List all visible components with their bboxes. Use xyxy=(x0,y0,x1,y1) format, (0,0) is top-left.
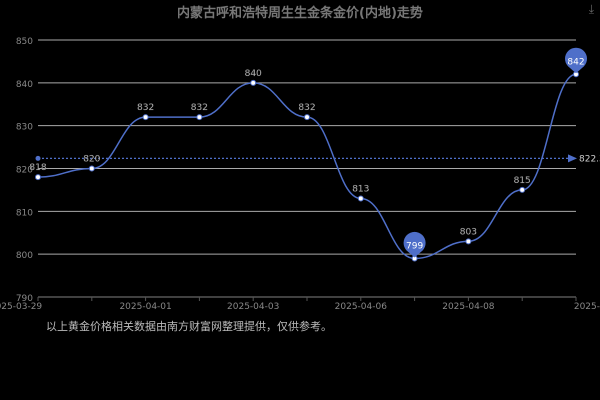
data-label: 818 xyxy=(29,163,46,173)
data-point xyxy=(88,165,95,172)
average-line-start xyxy=(35,155,41,161)
x-tick-label: 2025-04-06 xyxy=(335,302,388,312)
data-label: 820 xyxy=(83,155,100,165)
max-marker-pin xyxy=(565,47,587,74)
y-tick-label: 850 xyxy=(16,37,33,47)
data-point xyxy=(357,195,364,202)
data-label: 832 xyxy=(137,103,154,113)
data-point xyxy=(304,114,310,121)
min-marker-pin xyxy=(403,231,426,258)
min-marker-label: 799 xyxy=(406,241,423,251)
y-tick-label: 790 xyxy=(16,294,33,304)
y-tick-label: 800 xyxy=(16,251,33,261)
y-tick-label: 820 xyxy=(16,166,33,176)
data-point xyxy=(196,114,203,121)
source-note: 以上黄金价格相关数据由南方财富网整理提供，仅供参考。 xyxy=(46,320,332,333)
x-tick-label: 2025-03-29 xyxy=(0,302,42,312)
series-line xyxy=(37,73,577,260)
x-tick-label: 2025-04-08 xyxy=(442,302,495,312)
data-point xyxy=(519,186,526,193)
data-label: 832 xyxy=(191,103,208,113)
data-label: 803 xyxy=(460,227,477,237)
data-label: 840 xyxy=(245,69,262,79)
data-point xyxy=(142,114,149,121)
y-tick-label: 810 xyxy=(16,208,33,218)
download-icon[interactable]: ⤓ xyxy=(588,2,594,16)
y-tick-label: 840 xyxy=(16,80,33,90)
x-tick-label: 2025-04-10 xyxy=(574,302,600,312)
x-tick-label: 2025-04-03 xyxy=(227,302,279,312)
data-point xyxy=(465,238,472,245)
x-tick-label: 2025-04-01 xyxy=(119,302,171,312)
data-label: 832 xyxy=(298,103,315,113)
data-label: 813 xyxy=(352,184,369,194)
max-marker-label: 842 xyxy=(567,57,584,67)
chart-title: 内蒙古呼和浩特周生生金条金价(内地)走势 xyxy=(177,6,423,21)
data-point xyxy=(250,79,257,86)
data-label: 815 xyxy=(514,176,531,186)
average-arrow-icon xyxy=(568,154,577,163)
average-label: 822.36 xyxy=(579,154,600,164)
data-point xyxy=(35,174,41,181)
y-tick-label: 830 xyxy=(16,123,33,133)
